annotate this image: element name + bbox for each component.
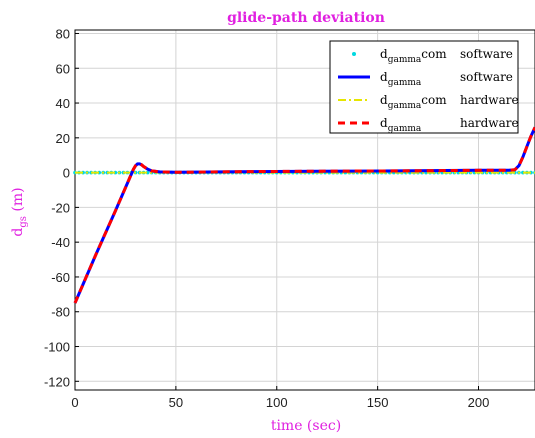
y-axis-label-unit: (m) — [10, 187, 26, 216]
x-tick-label: 150 — [367, 395, 389, 410]
legend-label-sub: gamma — [388, 101, 422, 111]
x-tick-label: 100 — [266, 395, 288, 410]
legend-entry-desc: hardware — [460, 93, 519, 107]
series-4-line — [73, 126, 535, 304]
y-axis-label-main: d — [10, 228, 26, 237]
legend-entry-label: dgammacom — [380, 47, 447, 65]
y-tick-label: -60 — [51, 270, 70, 285]
y-tick-label: -40 — [51, 235, 70, 250]
legend-label-main: d — [380, 93, 388, 107]
legend-label-main: d — [380, 47, 388, 61]
y-tick-label: 0 — [63, 166, 70, 181]
legend-box — [329, 40, 519, 134]
y-tick-label: 20 — [56, 131, 70, 146]
legend-entry-label: dgamma — [380, 116, 422, 134]
y-tick-label: -80 — [51, 305, 70, 320]
y-axis-label: dgs (m) — [10, 187, 29, 236]
plot-area — [74, 29, 535, 391]
legend-entry-label: dgamma — [380, 70, 422, 88]
y-tick-label: -120 — [44, 374, 70, 389]
legend-label-suffix: com — [421, 47, 447, 61]
legend-entry-label: dgammacom — [380, 93, 447, 111]
series-group — [73, 126, 535, 304]
x-tick-label: 50 — [169, 395, 183, 410]
y-axis-label-sub: gs — [18, 216, 29, 228]
y-tick-label: -20 — [51, 200, 70, 215]
legend-label-sub: gamma — [388, 55, 422, 65]
legend-label-main: d — [380, 116, 388, 130]
grid — [74, 30, 535, 390]
x-axis-label: time (sec) — [271, 418, 341, 434]
x-tick-label: 0 — [71, 395, 78, 410]
axis-ticks: 0 50 100 150 200806040200-20-40-60-80-100-12… — [44, 26, 489, 410]
y-tick-label: 40 — [56, 96, 70, 111]
y-tick-label: -100 — [44, 340, 70, 355]
legend-entry-desc: software — [460, 47, 513, 61]
legend-entry-desc: software — [460, 70, 513, 84]
chart-title: glide-path deviation — [227, 10, 385, 26]
legend-label-suffix: com — [421, 93, 447, 107]
legend-label-main: d — [380, 70, 388, 84]
legend-swatch — [352, 52, 356, 56]
y-tick-label: 80 — [56, 26, 70, 41]
legend-label-sub: gamma — [388, 78, 422, 88]
legend-entry-desc: hardware — [460, 116, 519, 130]
y-tick-label: 60 — [56, 61, 70, 76]
legend-label-sub: gamma — [388, 124, 422, 134]
x-tick-label: 200 — [468, 395, 490, 410]
